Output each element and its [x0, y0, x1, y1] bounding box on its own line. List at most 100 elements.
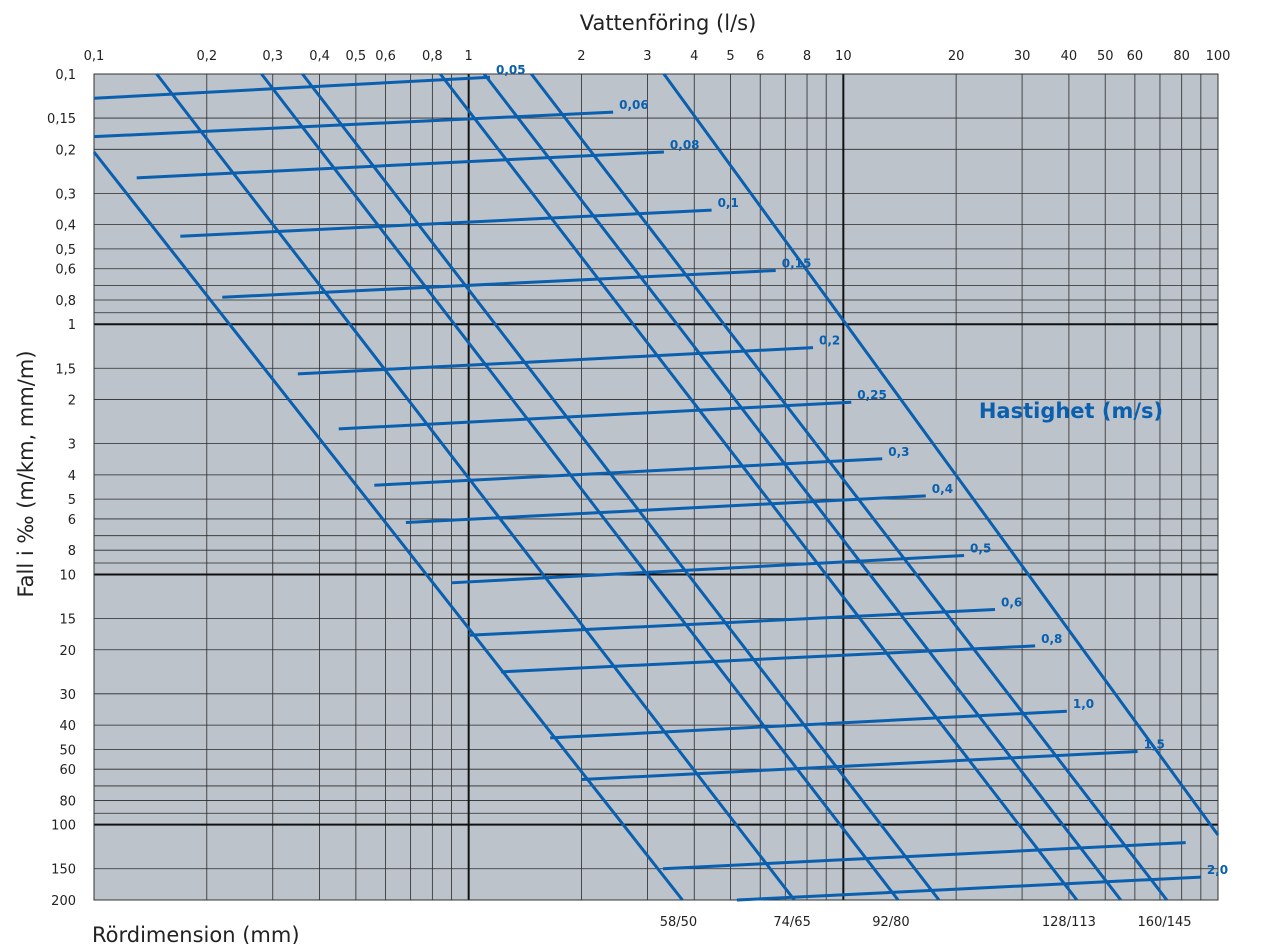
velocity-label: 0,05 — [496, 63, 526, 77]
velocity-line — [550, 709, 1067, 740]
y-tick-label: 10 — [59, 568, 76, 583]
series-group — [92, 73, 1220, 902]
y-tick-label: 30 — [59, 688, 76, 703]
x-tick-label: 1 — [465, 49, 473, 64]
velocity-line — [736, 875, 1201, 902]
x-tick-label: 30 — [1014, 49, 1031, 64]
y-tick-label: 6 — [68, 513, 76, 528]
y-tick-label: 0,6 — [55, 263, 76, 278]
pipe-line — [482, 73, 1122, 901]
y-tick-label: 150 — [51, 863, 76, 878]
pipe-dimension-label: 92/80 — [872, 915, 909, 930]
x-tick-label: 0,4 — [309, 49, 330, 64]
pipe-dimension-label: 128/113 — [1042, 915, 1096, 930]
velocity-title: Hastighet (m/s) — [979, 399, 1163, 423]
x-tick-label: 5 — [726, 49, 734, 64]
y-tick-label: 5 — [68, 493, 76, 508]
y-tick-label: 40 — [59, 719, 76, 734]
pipe-dimension-label: 74/65 — [773, 915, 810, 930]
y-tick-label: 200 — [51, 894, 76, 909]
velocity-line — [338, 400, 852, 431]
velocity-label: 0,06 — [619, 98, 649, 112]
y-tick-label: 0,15 — [47, 112, 76, 127]
x-tick-label: 20 — [948, 49, 965, 64]
velocity-label: 0,1 — [718, 196, 739, 210]
pipe-line — [92, 151, 684, 901]
velocity-label: 0,3 — [888, 445, 909, 459]
pipe-dimension-title: Rördimension (mm) — [92, 923, 300, 944]
pipe-line — [301, 73, 941, 901]
velocity-label: 0,8 — [1041, 632, 1062, 646]
y-tick-label: 1,5 — [55, 362, 76, 377]
pipe-line — [662, 73, 1220, 836]
y-axis-title: Fall i ‰ (m/km, mm/m) — [14, 350, 38, 597]
velocity-label: 0,5 — [970, 542, 991, 556]
x-tick-label: 60 — [1127, 49, 1144, 64]
x-tick-label: 50 — [1097, 49, 1114, 64]
velocity-label: 0,15 — [782, 257, 812, 271]
x-tick-label: 3 — [643, 49, 651, 64]
velocity-line — [180, 208, 712, 238]
velocity-line — [93, 110, 614, 139]
velocity-label: 1,0 — [1073, 697, 1094, 711]
x-tick-label: 0,8 — [422, 49, 443, 64]
y-tick-label: 0,3 — [55, 187, 76, 202]
velocity-line — [468, 607, 996, 637]
y-tick-label: 0,5 — [55, 243, 76, 258]
velocity-label: 0,25 — [857, 388, 887, 402]
velocity-line — [662, 841, 1186, 871]
y-tick-label: 0,1 — [55, 68, 76, 83]
pipe-line — [530, 73, 1168, 901]
velocity-line — [136, 150, 664, 180]
velocity-label: 0,08 — [670, 138, 700, 152]
velocity-line — [500, 644, 1036, 674]
x-tick-label: 0,6 — [375, 49, 396, 64]
x-tick-label: 0,1 — [84, 49, 105, 64]
y-tick-label: 0,4 — [55, 219, 76, 234]
y-tick-label: 8 — [68, 544, 76, 559]
velocity-label: 0,6 — [1001, 595, 1022, 609]
velocity-line — [581, 750, 1138, 782]
velocity-line — [222, 269, 776, 299]
x-tick-label: 10 — [835, 49, 852, 64]
y-tick-label: 80 — [59, 794, 76, 809]
pipe-line — [260, 73, 900, 901]
velocity-line — [451, 554, 965, 585]
pipe-dimension-label: 58/50 — [660, 915, 697, 930]
velocity-line — [297, 346, 814, 376]
y-tick-label: 0,2 — [55, 143, 76, 158]
x-tick-label: 0,2 — [196, 49, 217, 64]
y-tick-label: 1 — [68, 318, 76, 333]
y-tick-label: 60 — [59, 763, 76, 778]
y-tick-label: 100 — [51, 819, 76, 834]
y-tick-label: 0,8 — [55, 294, 76, 309]
velocity-label: 2,0 — [1207, 863, 1228, 877]
y-tick-label: 15 — [59, 613, 76, 628]
x-tick-label: 40 — [1061, 49, 1078, 64]
y-tick-label: 50 — [59, 743, 76, 758]
x-tick-label: 0,3 — [262, 49, 283, 64]
y-tick-label: 3 — [68, 438, 76, 453]
velocity-label: 0,2 — [819, 334, 840, 348]
x-tick-label: 6 — [756, 49, 764, 64]
label-group: 0,1 0,2 0,3 0,4 0,5 0,6 0,8 1 2 3 4 5 6 8 10 20 30 40 50 60… — [47, 49, 1230, 930]
y-tick-label: 4 — [68, 469, 76, 484]
y-tick-label: 2 — [68, 394, 76, 409]
velocity-line — [405, 494, 926, 524]
velocity-label: 1,5 — [1144, 738, 1165, 752]
velocity-line — [93, 75, 491, 100]
velocity-line — [374, 457, 883, 487]
grid — [93, 73, 1219, 901]
velocity-label: 0,4 — [932, 482, 953, 496]
y-tick-label: 20 — [59, 644, 76, 659]
x-tick-label: 2 — [577, 49, 585, 64]
plot-border — [93, 73, 1219, 901]
pipe-line — [155, 73, 796, 901]
x-tick-label: 8 — [803, 49, 811, 64]
pipe-dimension-label: 160/145 — [1138, 915, 1192, 930]
x-tick-label: 4 — [690, 49, 698, 64]
x-tick-label: 0,5 — [346, 49, 367, 64]
x-tick-label: 80 — [1173, 49, 1190, 64]
x-tick-label: 100 — [1206, 49, 1231, 64]
